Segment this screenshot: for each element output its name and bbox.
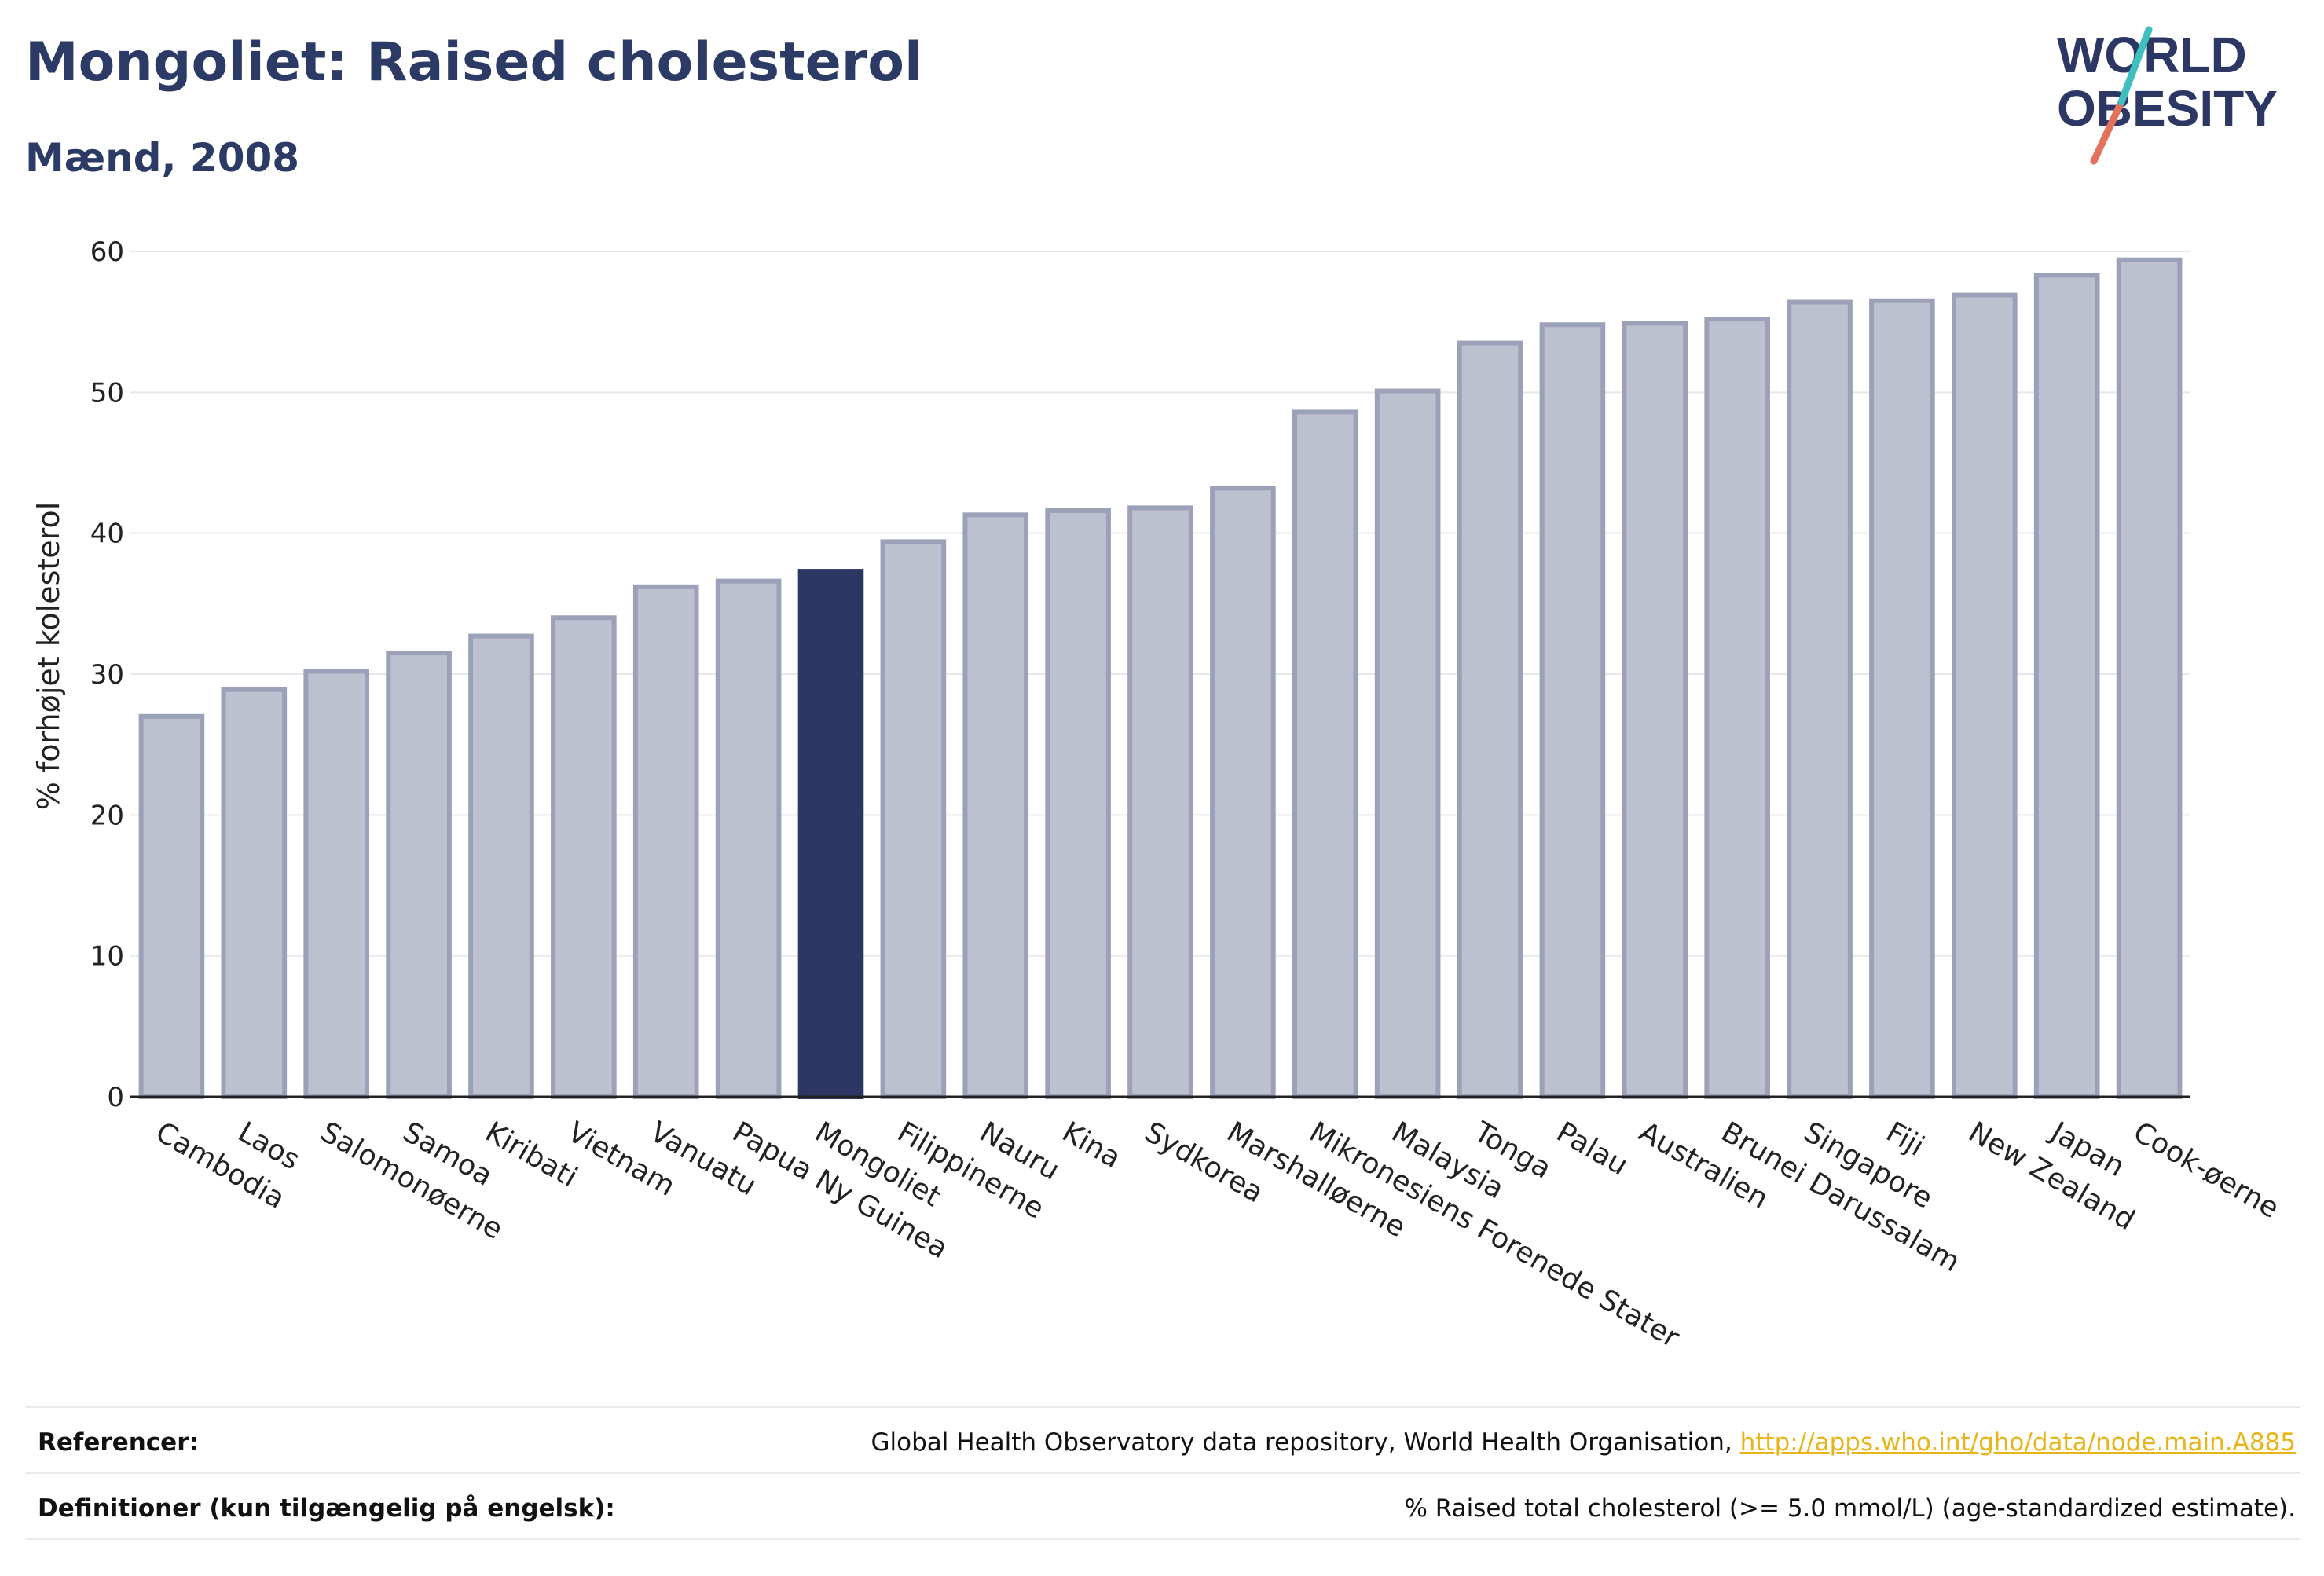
bar-sydkorea[interactable] bbox=[1127, 505, 1193, 1099]
bar-brunei-darussalam[interactable] bbox=[1704, 317, 1770, 1099]
y-tick-label: 40 bbox=[90, 519, 124, 550]
references-link[interactable]: http://apps.who.int/gho/data/node.main.A… bbox=[1739, 1428, 2296, 1457]
y-tick-label: 0 bbox=[107, 1082, 124, 1113]
definitions-value: % Raised total cholesterol (>= 5.0 mmol/… bbox=[1404, 1494, 2296, 1523]
chart-subtitle: Mænd, 2008 bbox=[25, 135, 300, 181]
bar-palau[interactable] bbox=[1539, 322, 1606, 1099]
logo-line2: OBESITY bbox=[2057, 80, 2278, 137]
bar-australien[interactable] bbox=[1622, 321, 1688, 1099]
bar-salomonøerne[interactable] bbox=[303, 669, 370, 1099]
y-tick-label: 30 bbox=[90, 659, 124, 691]
y-tick-label: 20 bbox=[90, 800, 124, 831]
bar-singapore[interactable] bbox=[1787, 299, 1853, 1099]
bar-papua-ny-guinea[interactable] bbox=[715, 578, 782, 1099]
bar-mongoliet[interactable] bbox=[797, 569, 864, 1099]
bar-samoa[interactable] bbox=[386, 651, 452, 1099]
y-axis: 0 10 20 30 40 50 60 bbox=[90, 236, 124, 1113]
bar-fiji[interactable] bbox=[1869, 298, 1935, 1099]
footer-divider-middle bbox=[25, 1472, 2300, 1474]
y-tick-label: 60 bbox=[90, 236, 124, 268]
y-axis-title: % forhøjet kolesterol bbox=[31, 502, 66, 811]
bar-laos[interactable] bbox=[221, 687, 288, 1099]
bar-nauru[interactable] bbox=[962, 512, 1029, 1099]
y-tick-label: 50 bbox=[90, 377, 124, 409]
x-tick-label: Cook-øerne bbox=[2128, 1116, 2284, 1225]
bar-malaysia[interactable] bbox=[1374, 388, 1441, 1100]
references-text: Global Health Observatory data repositor… bbox=[871, 1428, 1740, 1457]
y-tick-label: 10 bbox=[90, 941, 124, 973]
x-tick-label: Kina bbox=[1057, 1116, 1126, 1175]
x-tick-label: Fiji bbox=[1881, 1116, 1930, 1163]
bar-new-zealand[interactable] bbox=[1951, 292, 2018, 1099]
x-tick-label: Palau bbox=[1551, 1116, 1633, 1182]
bar-cambodia[interactable] bbox=[138, 713, 205, 1099]
bars bbox=[138, 257, 2183, 1100]
references-label: Referencer: bbox=[38, 1428, 199, 1457]
references-value: Global Health Observatory data repositor… bbox=[871, 1428, 2296, 1457]
bar-japan[interactable] bbox=[2033, 273, 2100, 1099]
bar-mikronesiens-forenede-stater[interactable] bbox=[1292, 409, 1358, 1099]
footer-divider-top bbox=[25, 1406, 2300, 1408]
bar-marshalløerne[interactable] bbox=[1210, 486, 1276, 1099]
bar-vanuatu[interactable] bbox=[632, 584, 699, 1099]
bar-tonga[interactable] bbox=[1457, 340, 1523, 1100]
bar-filippinerne[interactable] bbox=[880, 539, 947, 1099]
footer-divider-bottom bbox=[25, 1538, 2300, 1540]
bar-kiribati[interactable] bbox=[468, 633, 534, 1099]
bar-vietnam[interactable] bbox=[551, 615, 617, 1099]
definitions-label: Definitioner (kun tilgængelig på engelsk… bbox=[38, 1494, 615, 1523]
bar-kina[interactable] bbox=[1045, 508, 1111, 1099]
logo-line1: WORLD bbox=[2057, 27, 2247, 83]
bar-cook-øerne[interactable] bbox=[2116, 257, 2183, 1099]
world-obesity-logo[interactable]: WORLD OBESITY bbox=[2051, 24, 2310, 165]
chart-title: Mongoliet: Raised cholesterol bbox=[25, 31, 923, 93]
x-tick-label: Kiribati bbox=[480, 1116, 583, 1193]
